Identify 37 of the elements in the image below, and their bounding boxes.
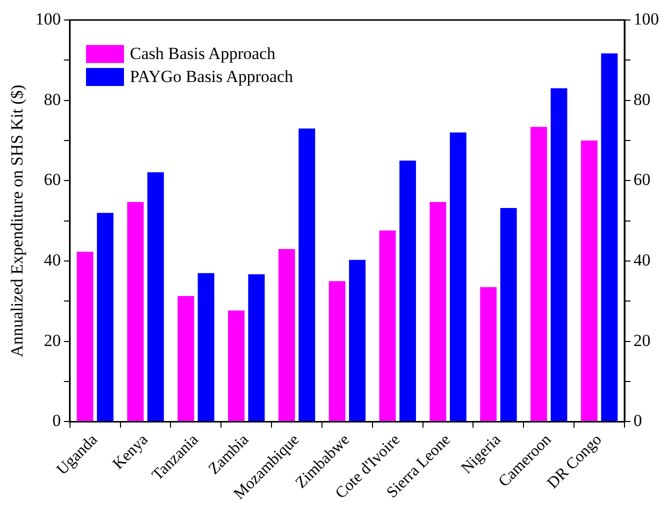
y2-tick-label: 20 [634, 330, 650, 350]
bar [147, 172, 164, 422]
bar [450, 132, 466, 422]
y2-tick-label: 100 [634, 9, 659, 28]
bar [500, 208, 517, 422]
bar [298, 128, 316, 422]
bar [379, 230, 396, 422]
bar [601, 53, 618, 422]
y-tick-label: 80 [44, 90, 61, 109]
bar [349, 260, 366, 422]
bar [127, 202, 144, 422]
y2-tick-label: 80 [634, 90, 650, 109]
y-tick-label: 40 [44, 250, 61, 270]
bar [480, 287, 497, 422]
bar [96, 212, 114, 422]
y-tick-label: 0 [52, 411, 61, 430]
y2-tick-label: 60 [634, 170, 650, 190]
bar [399, 160, 416, 422]
bar [430, 202, 446, 422]
bar [178, 296, 194, 422]
bar [580, 140, 598, 422]
bar [530, 126, 548, 422]
bar [328, 281, 346, 422]
bar [198, 273, 214, 422]
bar [550, 88, 568, 422]
y2-tick-label: 40 [634, 250, 650, 270]
y-axis-title: Annualized Expenditure on SHS Kit ($) [8, 84, 27, 358]
bar [278, 248, 295, 422]
bar [248, 274, 265, 422]
bar [228, 310, 245, 422]
legend-label: PAYGo Basis Approach [130, 66, 293, 86]
bar [76, 252, 94, 422]
y-tick-label: 100 [35, 9, 61, 28]
y-tick-label: 60 [44, 170, 61, 190]
y2-tick-label: 0 [634, 411, 642, 430]
legend-label: Cash Basis Approach [130, 44, 276, 64]
y-tick-label: 20 [44, 330, 61, 350]
